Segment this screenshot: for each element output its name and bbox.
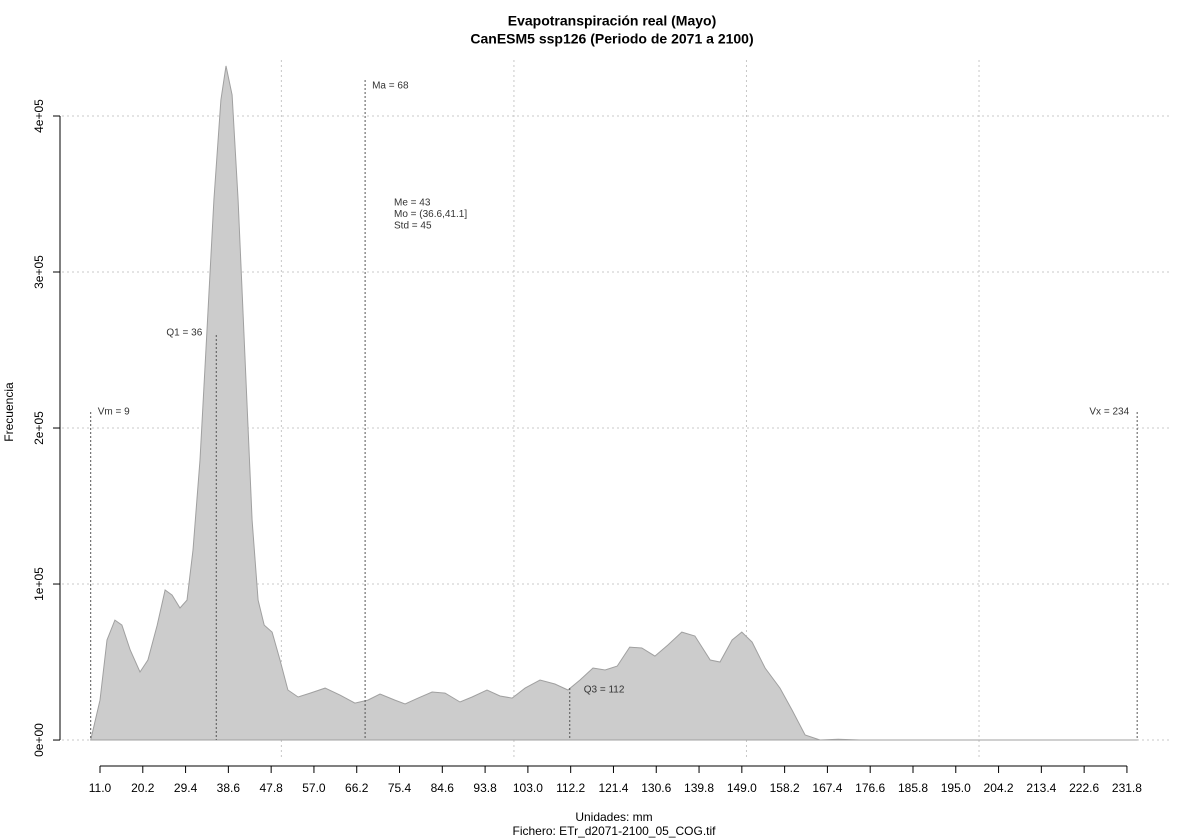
x-tick-label: 20.2 [131,781,155,795]
y-tick-label: 2e+05 [32,411,46,445]
x-tick-label: 158.2 [770,781,800,795]
x-tick-label: 231.8 [1112,781,1142,795]
x-tick-label: 176.6 [855,781,885,795]
x-tick-label: 121.4 [598,781,628,795]
x-tick-label: 185.8 [898,781,928,795]
x-tick-label: 222.6 [1069,781,1099,795]
marker-label: Vm = 9 [98,407,130,418]
chart-title: Evapotranspiración real (Mayo) [508,13,717,29]
file-label: Fichero: ETr_d2071-2100_05_COG.tif [513,824,717,838]
x-tick-label: 130.6 [641,781,671,795]
x-tick-label: 139.8 [684,781,714,795]
x-tick-label: 29.4 [174,781,198,795]
x-tick-label: 84.6 [431,781,455,795]
x-tick-label: 149.0 [727,781,757,795]
x-tick-label: 204.2 [984,781,1014,795]
x-tick-label: 93.8 [473,781,497,795]
x-tick-label: 75.4 [388,781,412,795]
density-area [90,65,1139,741]
marker-label: Ma = 68 [372,81,409,92]
y-axis-label: Frecuencia [2,382,16,442]
y-tick-label: 3e+05 [32,255,46,289]
marker-label: Q3 = 112 [584,685,625,696]
y-tick-label: 4e+05 [32,99,46,133]
chart-subtitle: CanESM5 ssp126 (Periodo de 2071 a 2100) [470,31,753,47]
x-tick-label: 213.4 [1026,781,1056,795]
x-tick-label: 195.0 [941,781,971,795]
x-tick-label: 66.2 [345,781,369,795]
x-tick-label: 57.0 [302,781,326,795]
x-axis-label: Unidades: mm [575,810,652,824]
stats-label: Mo = (36.6,41.1] [394,209,467,220]
x-tick-label: 11.0 [89,781,112,795]
y-tick-label: 0e+00 [32,723,46,757]
x-tick-label: 38.6 [217,781,241,795]
x-tick-label: 167.4 [812,781,842,795]
marker-label: Q1 = 36 [166,328,202,339]
y-tick-label: 1e+05 [32,567,46,601]
marker-label: Vx = 234 [1089,407,1129,418]
stats-label: Std = 45 [394,221,432,232]
stats-label: Me = 43 [394,198,431,209]
x-tick-label: 103.0 [513,781,543,795]
x-tick-label: 47.8 [259,781,283,795]
x-tick-label: 112.2 [556,781,585,795]
